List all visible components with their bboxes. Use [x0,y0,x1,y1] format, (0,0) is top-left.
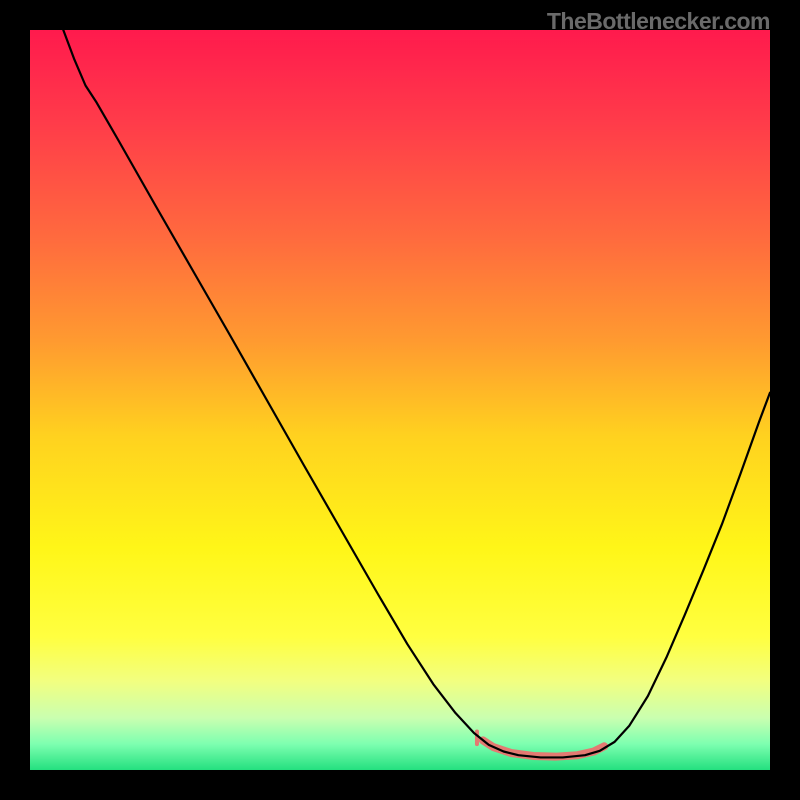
chart-background [30,30,770,770]
plot-area [30,30,770,770]
chart-svg [30,30,770,770]
